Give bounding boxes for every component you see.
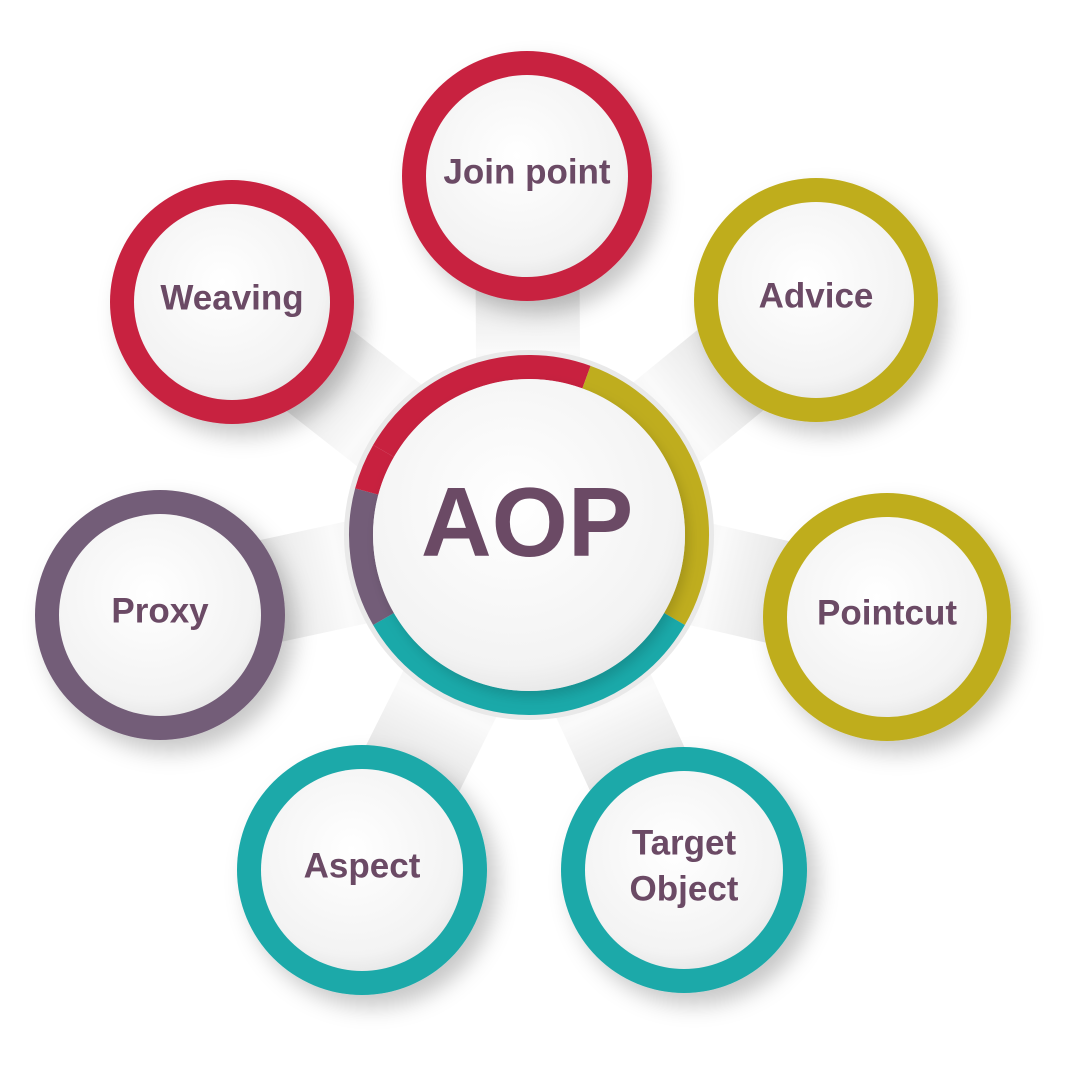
node-weaving: Weaving (110, 180, 354, 424)
hub-ring-segment-teal (373, 612, 685, 715)
node-disc-aspect (261, 769, 463, 971)
hub-ring (344, 350, 714, 720)
hub-ring-segment-purple (349, 488, 395, 625)
center-node: AOP (373, 379, 685, 691)
node-disc-join-point (426, 75, 628, 277)
node-disc-target-object (585, 771, 783, 969)
node-proxy: Proxy (35, 490, 285, 740)
node-label-advice: Advice (759, 276, 874, 315)
node-label-join-point: Join point (443, 152, 611, 191)
node-aspect: Aspect (237, 745, 487, 995)
center-disc (373, 379, 685, 691)
nodes: Join point Advice Pointcut Target Object Aspe… (35, 51, 1011, 995)
hub-ring-segment-red (355, 445, 395, 495)
hub-ring-segment-gold (582, 365, 709, 625)
node-label-aspect: Aspect (304, 846, 421, 885)
node-label-pointcut: Pointcut (817, 593, 957, 632)
node-join-point: Join point (402, 51, 652, 301)
node-disc-weaving (134, 204, 330, 400)
node-pointcut: Pointcut (763, 493, 1011, 741)
node-disc-pointcut (787, 517, 987, 717)
node-label-target-object: Target (632, 823, 737, 862)
node-label-proxy: Proxy (111, 591, 209, 630)
node-label-weaving: Weaving (160, 278, 303, 317)
node-target-object: Target Object (561, 747, 807, 993)
node-disc-proxy (59, 514, 261, 716)
node-disc-advice (718, 202, 914, 398)
node-advice: Advice (694, 178, 938, 422)
node-label-target-object: Object (630, 869, 739, 908)
hub-ring-segment-red (373, 355, 591, 458)
center-label: AOP (421, 467, 633, 577)
